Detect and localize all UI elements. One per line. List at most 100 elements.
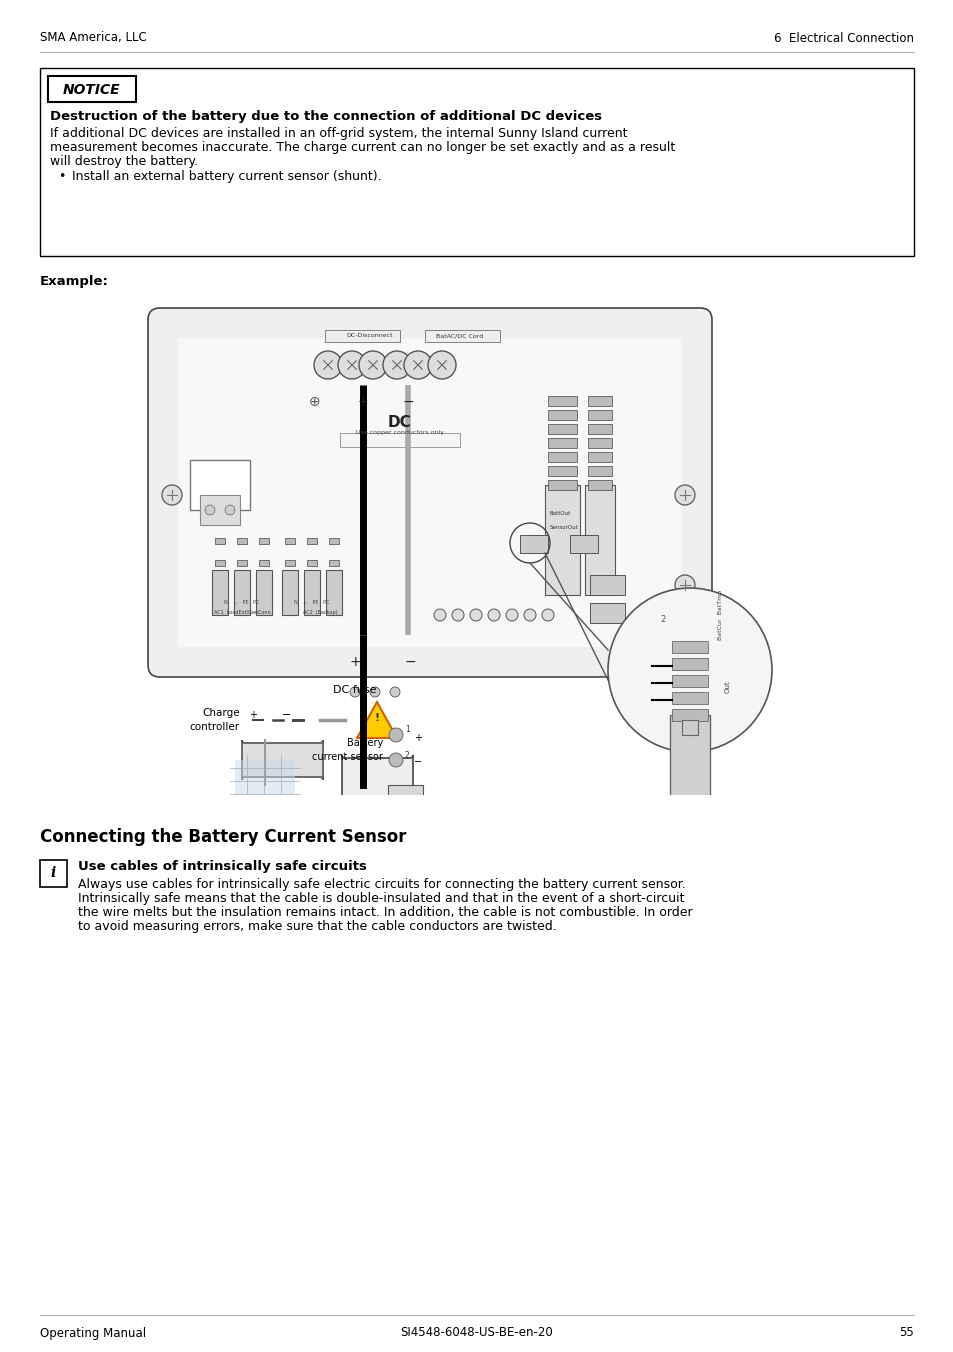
Circle shape — [470, 608, 481, 621]
Bar — [547, 425, 577, 434]
Text: i: i — [51, 867, 55, 880]
Bar — [519, 535, 547, 553]
Bar — [589, 603, 624, 623]
Bar — [307, 560, 316, 566]
Text: −: − — [404, 654, 416, 669]
Bar — [214, 560, 225, 566]
Bar — [671, 658, 707, 671]
Text: Example:: Example: — [40, 274, 109, 288]
Text: AC1  LoadExt/GenConn: AC1 LoadExt/GenConn — [213, 610, 270, 615]
Text: to avoid measuring errors, make sure that the cable conductors are twisted.: to avoid measuring errors, make sure tha… — [78, 919, 557, 933]
FancyBboxPatch shape — [242, 740, 323, 780]
Text: SMA America, LLC: SMA America, LLC — [40, 31, 147, 45]
Bar — [547, 396, 577, 406]
FancyBboxPatch shape — [443, 798, 463, 823]
Text: BatAC/DC Cord: BatAC/DC Cord — [436, 333, 483, 338]
Text: +: + — [249, 710, 256, 721]
FancyBboxPatch shape — [418, 798, 438, 823]
Bar — [48, 76, 136, 101]
Text: 1: 1 — [405, 726, 410, 734]
Text: will destroy the battery.: will destroy the battery. — [50, 155, 198, 168]
Text: DC-Disconnect: DC-Disconnect — [346, 333, 393, 338]
Text: DC: DC — [388, 415, 412, 430]
Circle shape — [358, 352, 387, 379]
Bar — [547, 480, 577, 489]
Text: −: − — [414, 757, 421, 767]
FancyBboxPatch shape — [379, 818, 475, 883]
Bar — [424, 330, 499, 342]
Text: BattOut: BattOut — [550, 511, 571, 516]
Text: •: • — [58, 170, 66, 183]
Text: AC2  (Backup): AC2 (Backup) — [302, 610, 337, 615]
Text: N    L    PE   PC: N L PE PC — [224, 600, 259, 604]
Bar — [544, 485, 579, 595]
Bar — [681, 721, 698, 735]
Text: Install an external battery current sensor (shunt).: Install an external battery current sens… — [71, 170, 381, 183]
Bar — [584, 485, 615, 595]
Text: Connecting the Battery Current Sensor: Connecting the Battery Current Sensor — [40, 827, 406, 846]
Bar — [547, 466, 577, 476]
Text: Intrinsically safe means that the cable is double-insulated and that in the even: Intrinsically safe means that the cable … — [78, 892, 684, 904]
Bar — [547, 452, 577, 462]
Bar — [282, 571, 297, 615]
Bar — [285, 538, 294, 544]
Bar — [325, 330, 399, 342]
Text: Out: Out — [724, 680, 730, 692]
Circle shape — [428, 352, 456, 379]
Text: Charge
controller: Charge controller — [190, 708, 240, 731]
FancyBboxPatch shape — [148, 308, 711, 677]
Circle shape — [675, 485, 695, 506]
FancyBboxPatch shape — [178, 338, 681, 648]
Bar — [258, 538, 269, 544]
Circle shape — [390, 687, 399, 698]
Text: −: − — [402, 395, 414, 410]
Circle shape — [314, 352, 341, 379]
Circle shape — [389, 727, 402, 742]
Circle shape — [350, 687, 359, 698]
Circle shape — [675, 575, 695, 595]
Bar — [233, 571, 250, 615]
Circle shape — [205, 506, 214, 515]
Text: If additional DC devices are installed in an off-grid system, the internal Sunny: If additional DC devices are installed i… — [50, 127, 627, 141]
Bar — [587, 438, 612, 448]
Bar — [671, 708, 707, 721]
Text: 2: 2 — [405, 750, 410, 760]
Text: DC fuse: DC fuse — [334, 685, 376, 695]
Text: 6  Electrical Connection: 6 Electrical Connection — [773, 31, 913, 45]
Bar — [304, 571, 319, 615]
Text: measurement becomes inaccurate. The charge current can no longer be set exactly : measurement becomes inaccurate. The char… — [50, 141, 675, 154]
Bar — [547, 438, 577, 448]
Text: SensorOut: SensorOut — [550, 525, 578, 530]
Bar — [307, 538, 316, 544]
Text: +: + — [414, 733, 421, 744]
Bar — [329, 538, 338, 544]
FancyBboxPatch shape — [341, 754, 413, 821]
Circle shape — [434, 608, 446, 621]
Text: NOTICE: NOTICE — [63, 82, 121, 97]
Bar — [587, 425, 612, 434]
FancyBboxPatch shape — [220, 810, 310, 869]
Polygon shape — [356, 702, 396, 738]
Bar — [569, 535, 598, 553]
Circle shape — [370, 687, 379, 698]
Circle shape — [541, 608, 554, 621]
Text: 2: 2 — [659, 615, 664, 625]
Bar — [40, 860, 67, 887]
Circle shape — [488, 608, 499, 621]
Bar — [200, 495, 240, 525]
Bar — [587, 452, 612, 462]
Bar — [671, 641, 707, 653]
Text: 55: 55 — [899, 1326, 913, 1340]
Circle shape — [382, 352, 411, 379]
FancyBboxPatch shape — [394, 798, 414, 823]
Text: Operating Manual: Operating Manual — [40, 1326, 146, 1340]
Bar — [671, 675, 707, 687]
Bar — [285, 560, 294, 566]
Bar — [190, 460, 250, 510]
Bar — [671, 692, 707, 704]
Bar — [236, 538, 247, 544]
Text: +: + — [357, 395, 368, 408]
Circle shape — [337, 352, 366, 379]
Bar — [339, 433, 459, 448]
Circle shape — [225, 506, 234, 515]
